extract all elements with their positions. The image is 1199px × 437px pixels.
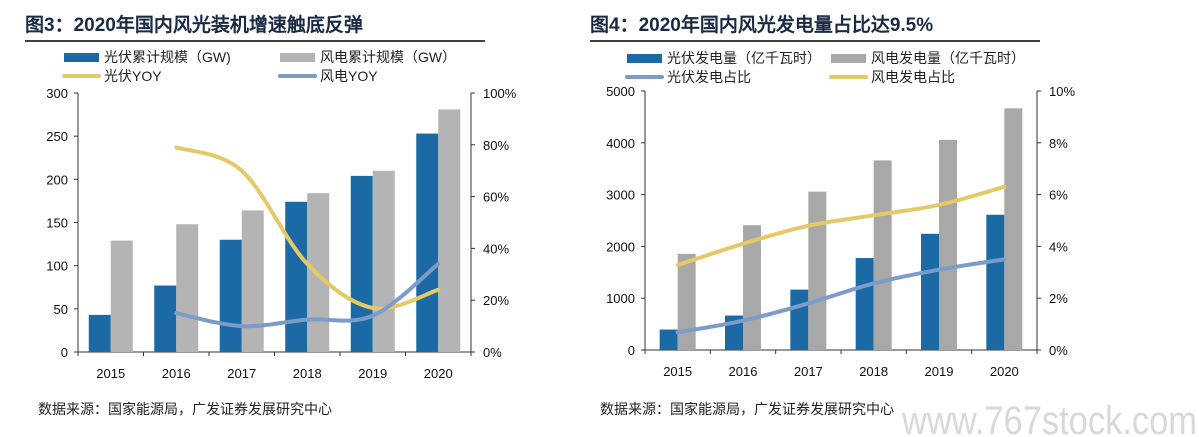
x-tick-label: 2017	[794, 364, 823, 379]
legend-label: 光伏YOY	[104, 68, 162, 84]
bar-2015-1	[110, 240, 133, 352]
bar-2015-0	[659, 329, 678, 350]
y2-tick-label: 4%	[1049, 239, 1068, 254]
y2-tick-label: 10%	[1049, 84, 1075, 99]
source-note: 数据来源：国家能源局，广发证券发展研究中心	[600, 401, 894, 417]
bar-2018-1	[873, 160, 892, 350]
x-tick-label: 2015	[96, 366, 125, 381]
x-tick-label: 2018	[293, 366, 322, 381]
y2-tick-label: 100%	[483, 86, 517, 101]
bar-2019-0	[921, 233, 939, 350]
bar-2020-0	[986, 214, 1005, 350]
line-series-3	[174, 261, 441, 329]
y-tick-label: 0	[61, 345, 68, 360]
x-tick-label: 2016	[162, 366, 191, 381]
y2-tick-label: 8%	[1049, 136, 1068, 151]
bar-2020-1	[438, 109, 461, 352]
legend-label: 光伏累计规模（GW)	[104, 49, 231, 65]
bar-2017-0	[219, 239, 242, 352]
y-tick-label: 2000	[606, 239, 635, 254]
bar-2016-1	[176, 224, 199, 352]
x-tick-label: 2020	[424, 366, 453, 381]
y-tick-label: 1000	[606, 291, 635, 306]
x-tick-label: 2020	[990, 364, 1019, 379]
bar-2017-1	[241, 210, 264, 352]
legend-label: 风电YOY	[320, 68, 378, 84]
bar-2015-1	[677, 253, 696, 350]
legend-swatch	[64, 53, 99, 62]
y-tick-label: 0	[628, 343, 635, 358]
bar-2019-1	[372, 170, 395, 352]
x-tick-label: 2016	[729, 364, 758, 379]
y-tick-label: 300	[46, 86, 68, 101]
y-tick-label: 100	[46, 259, 68, 274]
source-note: 数据来源：国家能源局，广发证券发展研究中心	[38, 401, 332, 417]
y2-tick-label: 40%	[483, 241, 509, 256]
y2-tick-label: 80%	[483, 138, 509, 153]
bar-2019-1	[939, 139, 957, 350]
line-series-2	[675, 257, 1007, 335]
y-tick-label: 4000	[606, 136, 635, 151]
y2-tick-label: 60%	[483, 190, 509, 205]
chart-title: 图3：2020年国内风光装机增速触底反弹	[25, 13, 363, 36]
y-tick-label: 150	[46, 216, 68, 231]
bar-2018-0	[285, 201, 308, 352]
y-tick-label: 3000	[606, 188, 635, 203]
y2-tick-label: 20%	[483, 293, 509, 308]
bar-2017-1	[808, 191, 827, 350]
x-tick-label: 2019	[358, 366, 387, 381]
y-tick-label: 200	[46, 172, 68, 187]
legend-label: 光伏发电占比	[667, 69, 751, 85]
bar-2015-0	[88, 314, 111, 352]
y2-tick-label: 0%	[483, 345, 502, 360]
watermark: www.767stock.com	[901, 399, 1197, 437]
bar-2018-0	[855, 258, 874, 350]
x-tick-label: 2017	[227, 366, 256, 381]
legend-swatch	[831, 54, 866, 63]
legend-label: 光伏发电量（亿千瓦时）	[667, 50, 821, 66]
legend-label: 风电发电占比	[871, 69, 955, 85]
legend-label: 风电发电量（亿千瓦时）	[871, 50, 1025, 66]
chart-title: 图4：2020年国内风光发电量占比达9.5%	[590, 13, 933, 36]
y2-tick-label: 0%	[1049, 343, 1068, 358]
legend-label: 风电累计规模（GW）	[320, 49, 456, 65]
legend-swatch	[280, 53, 315, 62]
bar-2020-0	[416, 133, 439, 352]
line-series-3	[675, 184, 1007, 268]
x-tick-label: 2019	[925, 364, 954, 379]
y2-tick-label: 6%	[1049, 188, 1068, 203]
bar-2016-0	[154, 285, 177, 352]
bar-2019-0	[350, 175, 373, 352]
bar-2017-0	[790, 289, 809, 350]
chart-4: 图4：2020年国内风光发电量占比达9.5% 光伏发电量（亿千瓦时） 风电发电量（亿…	[590, 13, 1075, 417]
y-tick-label: 50	[54, 302, 68, 317]
x-tick-label: 2018	[859, 364, 888, 379]
y2-tick-label: 2%	[1049, 291, 1068, 306]
y-tick-label: 250	[46, 129, 68, 144]
x-tick-label: 2015	[663, 364, 692, 379]
y-tick-label: 5000	[606, 84, 635, 99]
legend-swatch	[627, 54, 662, 63]
bar-2020-1	[1004, 108, 1023, 350]
